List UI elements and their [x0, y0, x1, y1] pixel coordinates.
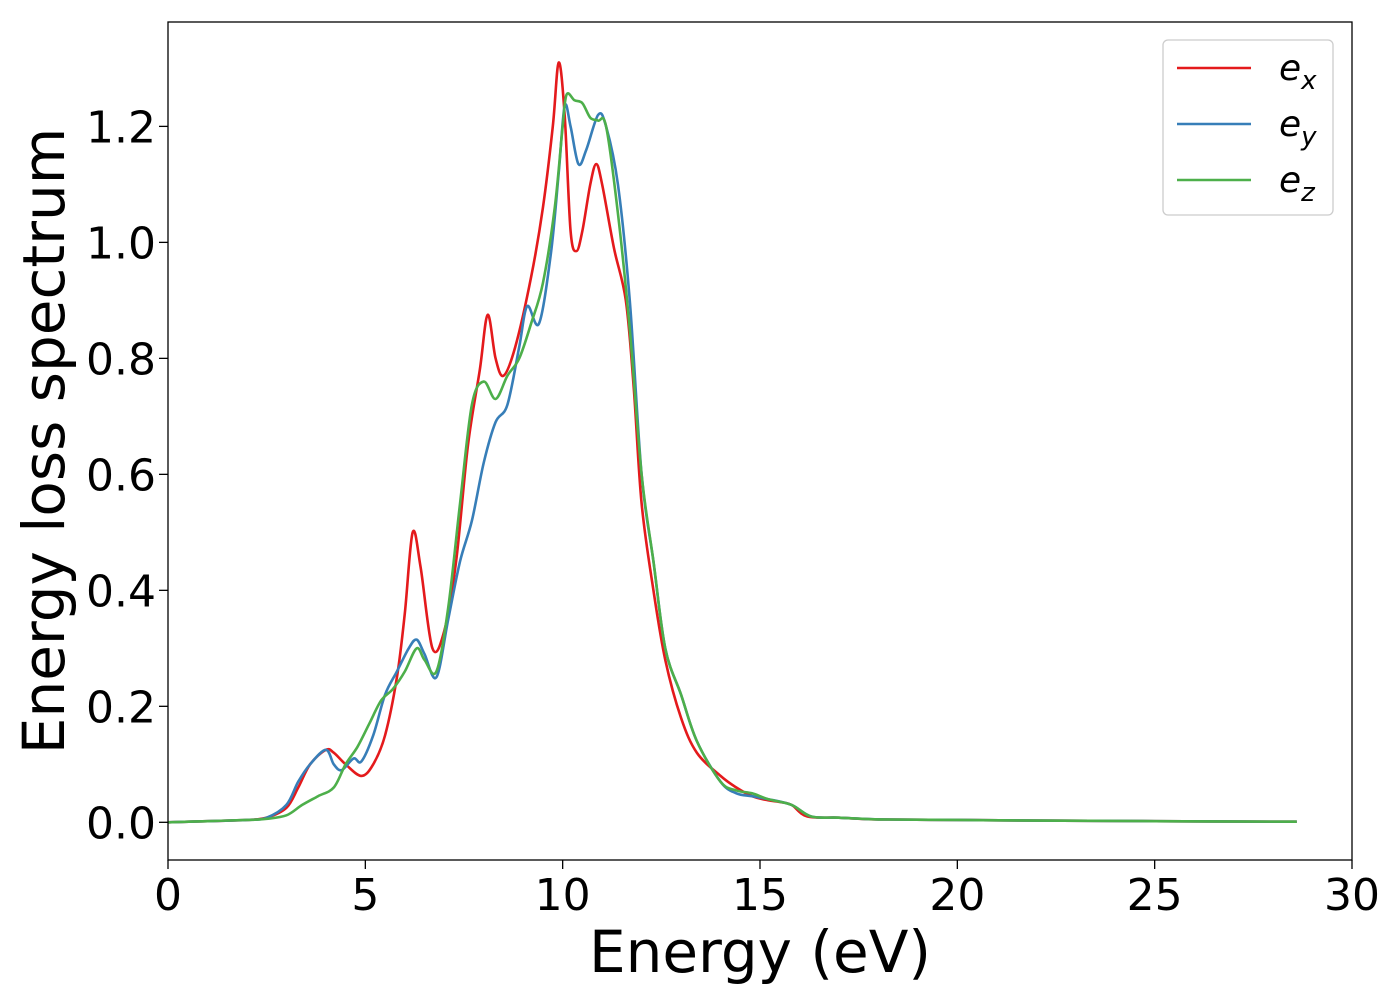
x-tick-label: 10 — [535, 870, 591, 921]
y-axis-label: Energy loss spectrum — [10, 128, 78, 754]
x-tick-label: 25 — [1127, 870, 1183, 921]
series-line-x — [167, 61, 1297, 824]
y-tick-label: 1.0 — [86, 218, 156, 269]
series-line-z — [167, 92, 1297, 824]
x-axis-ticks: 0 5 10 15 20 25 30 — [154, 860, 1380, 921]
x-tick-label: 15 — [732, 870, 788, 921]
legend-box — [1162, 39, 1334, 216]
x-tick-label: 20 — [929, 870, 985, 921]
y-tick-label: 0.2 — [86, 682, 156, 733]
series-layer — [167, 61, 1297, 824]
y-tick-label: 0.8 — [86, 334, 156, 385]
x-tick-label: 0 — [154, 870, 182, 921]
legend: ex ey ez — [1162, 39, 1334, 216]
legend-label-z: ez — [1279, 160, 1316, 208]
legend-label-y: ey — [1279, 104, 1317, 152]
y-tick-label: 0.0 — [86, 798, 156, 849]
y-tick-label: 1.2 — [86, 102, 156, 153]
x-axis-label: Energy (eV) — [589, 918, 931, 986]
y-tick-label: 0.4 — [86, 566, 156, 617]
y-axis-ticks: 0.0 0.2 0.4 0.6 0.8 1.0 1.2 — [86, 102, 168, 849]
series-line-y — [167, 103, 1297, 824]
y-tick-label: 0.6 — [86, 450, 156, 501]
plot-frame — [167, 21, 1353, 861]
legend-label-x: ex — [1279, 48, 1317, 96]
x-tick-label: 30 — [1324, 870, 1380, 921]
x-tick-label: 5 — [351, 870, 379, 921]
